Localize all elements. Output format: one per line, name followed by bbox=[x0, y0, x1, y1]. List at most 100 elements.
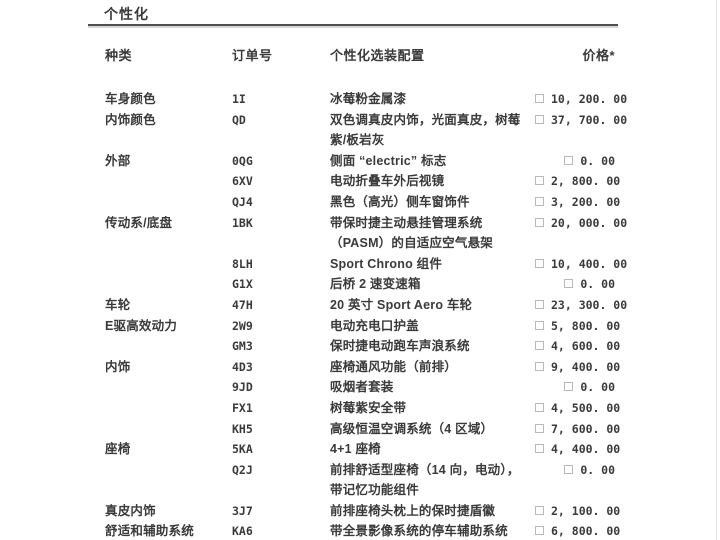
price-checkbox[interactable] bbox=[564, 382, 574, 392]
option-config: 高级恒温空调系统（4 区域） bbox=[330, 419, 535, 440]
option-config-line: 吸烟者套装 bbox=[330, 380, 394, 395]
option-config-line: 前排座椅头枕上的保时捷盾徽 bbox=[330, 503, 496, 518]
option-config: 侧面 “electric” 标志 bbox=[330, 151, 535, 172]
price-checkbox[interactable] bbox=[564, 279, 574, 289]
option-row: KH5 高级恒温空调系统（4 区域） 7, 600. 00 bbox=[105, 419, 620, 440]
price-checkbox[interactable] bbox=[535, 444, 544, 454]
option-code: QJ4 bbox=[232, 194, 253, 209]
option-price-cell: 0. 00 bbox=[535, 460, 615, 501]
option-code: G1X bbox=[232, 277, 253, 292]
option-price: 20, 000. 00 bbox=[551, 215, 628, 230]
section-divider bbox=[88, 24, 618, 28]
option-price-cell: 6, 800. 00 bbox=[535, 521, 620, 540]
price-checkbox[interactable] bbox=[535, 526, 544, 536]
option-config-line: 黑色（高光）侧车窗饰件 bbox=[330, 194, 470, 209]
option-config-line: 紫/板岩灰 bbox=[330, 133, 385, 148]
option-config: 保时捷电动跑车声浪系统 bbox=[330, 336, 535, 357]
option-price: 9, 400. 00 bbox=[551, 359, 621, 374]
option-config: 黑色（高光）侧车窗饰件 bbox=[330, 192, 535, 213]
option-price-cell: 3, 200. 00 bbox=[535, 192, 620, 213]
price-checkbox[interactable] bbox=[535, 196, 544, 206]
option-category bbox=[105, 192, 232, 213]
option-price: 2, 100. 00 bbox=[551, 503, 621, 518]
option-code: KA6 bbox=[232, 524, 253, 539]
option-config-line: 电动折叠车外后视镜 bbox=[330, 174, 445, 189]
price-checkbox[interactable] bbox=[535, 361, 544, 371]
option-config: 后桥 2 速变速箱 bbox=[330, 274, 535, 295]
price-checkbox[interactable] bbox=[535, 341, 544, 351]
option-config-line: 带保时捷主动悬挂管理系统 bbox=[330, 215, 483, 230]
option-row: 传动系/底盘 1BK 带保时捷主动悬挂管理系统 （PASM）的自适应空气悬架 20… bbox=[105, 213, 627, 254]
option-row: Q2J 前排舒适型座椅（14 向，电动）， 带记忆功能组件 0. 00 bbox=[105, 460, 615, 501]
option-config: 4+1 座椅 bbox=[330, 439, 535, 460]
option-config-line: 20 英寸 Sport Aero 车轮 bbox=[330, 297, 473, 312]
option-config: 座椅通风功能（前排） bbox=[330, 357, 535, 378]
option-category: 内饰 bbox=[105, 359, 131, 374]
option-code: QD bbox=[232, 112, 246, 127]
option-row: 车轮 47H 20 英寸 Sport Aero 车轮 23, 300. 00 bbox=[105, 295, 627, 316]
section-title: 个性化 bbox=[104, 6, 149, 22]
price-checkbox[interactable] bbox=[535, 505, 544, 515]
option-row: E驱高效动力 2W9 电动充电口护盖 5, 800. 00 bbox=[105, 316, 620, 337]
option-config-line: 双色调真皮内饰，光面真皮，树莓 bbox=[330, 112, 521, 127]
option-config-line: 前排舒适型座椅（14 向，电动）， bbox=[330, 462, 520, 477]
option-price: 23, 300. 00 bbox=[551, 297, 628, 312]
option-config-line: 树莓紫安全带 bbox=[330, 400, 407, 415]
option-code: 8LH bbox=[232, 256, 253, 271]
option-code: 3J7 bbox=[232, 503, 253, 518]
option-price: 0. 00 bbox=[580, 462, 615, 477]
option-price-cell: 23, 300. 00 bbox=[535, 295, 627, 316]
option-config-line: 高级恒温空调系统（4 区域） bbox=[330, 421, 494, 436]
option-config-line: Sport Chrono 组件 bbox=[330, 256, 443, 271]
option-price: 37, 700. 00 bbox=[551, 112, 628, 127]
price-checkbox[interactable] bbox=[535, 258, 544, 268]
header-config: 个性化选装配置 bbox=[330, 48, 425, 63]
option-config-line: 保时捷电动跑车声浪系统 bbox=[330, 339, 470, 354]
option-config: Sport Chrono 组件 bbox=[330, 254, 535, 275]
option-config: 树莓紫安全带 bbox=[330, 398, 535, 419]
option-config: 电动充电口护盖 bbox=[330, 316, 535, 337]
option-price: 4, 500. 00 bbox=[551, 400, 621, 415]
option-config: 带全景影像系统的停车辅助系统 bbox=[330, 521, 535, 540]
option-price-cell: 5, 800. 00 bbox=[535, 316, 620, 337]
option-category bbox=[105, 460, 232, 501]
price-checkbox[interactable] bbox=[535, 423, 544, 433]
table-header-row: 种类 订单号 个性化选装配置 价格* bbox=[105, 48, 615, 64]
price-checkbox[interactable] bbox=[564, 155, 574, 165]
option-code: 1BK bbox=[232, 215, 253, 230]
option-code: 2W9 bbox=[232, 318, 253, 333]
price-checkbox[interactable] bbox=[564, 464, 574, 474]
price-checkbox[interactable] bbox=[535, 217, 544, 227]
option-row: 舒适和辅助系统 KA6 带全景影像系统的停车辅助系统 6, 800. 00 bbox=[105, 521, 620, 540]
option-row: 座椅 5KA 4+1 座椅 4, 400. 00 bbox=[105, 439, 620, 460]
price-checkbox[interactable] bbox=[535, 402, 544, 412]
option-price: 0. 00 bbox=[580, 153, 615, 168]
price-checkbox[interactable] bbox=[535, 176, 544, 186]
option-price-cell: 10, 400. 00 bbox=[535, 254, 627, 275]
option-category: 车轮 bbox=[105, 297, 131, 312]
option-price-cell: 10, 200. 00 bbox=[535, 89, 627, 110]
option-config: 双色调真皮内饰，光面真皮，树莓 紫/板岩灰 bbox=[330, 110, 535, 151]
option-config: 前排舒适型座椅（14 向，电动）， 带记忆功能组件 bbox=[330, 460, 535, 501]
option-code: 0QG bbox=[232, 153, 253, 168]
price-checkbox[interactable] bbox=[535, 320, 544, 330]
price-checkbox[interactable] bbox=[535, 299, 544, 309]
option-config-line: 带记忆功能组件 bbox=[330, 483, 419, 498]
option-category: 座椅 bbox=[105, 442, 131, 457]
option-row: GM3 保时捷电动跑车声浪系统 4, 600. 00 bbox=[105, 336, 620, 357]
price-checkbox[interactable] bbox=[535, 94, 544, 103]
price-checkbox[interactable] bbox=[535, 114, 544, 124]
option-config-line: 电动充电口护盖 bbox=[330, 318, 419, 333]
option-category: 车身颜色 bbox=[105, 92, 156, 106]
option-code: 4D3 bbox=[232, 359, 253, 374]
option-price-cell: 9, 400. 00 bbox=[535, 357, 620, 378]
option-row: 内饰颜色 QD 双色调真皮内饰，光面真皮，树莓 紫/板岩灰 37, 700. 00 bbox=[105, 110, 627, 151]
option-config-line: 4+1 座椅 bbox=[330, 442, 381, 457]
option-category bbox=[105, 377, 232, 398]
option-config: 前排座椅头枕上的保时捷盾徽 bbox=[330, 501, 535, 522]
option-config-line: 后桥 2 速变速箱 bbox=[330, 277, 421, 292]
option-category bbox=[105, 254, 232, 275]
option-config: 带保时捷主动悬挂管理系统 （PASM）的自适应空气悬架 bbox=[330, 213, 535, 254]
option-price: 10, 200. 00 bbox=[551, 92, 628, 106]
